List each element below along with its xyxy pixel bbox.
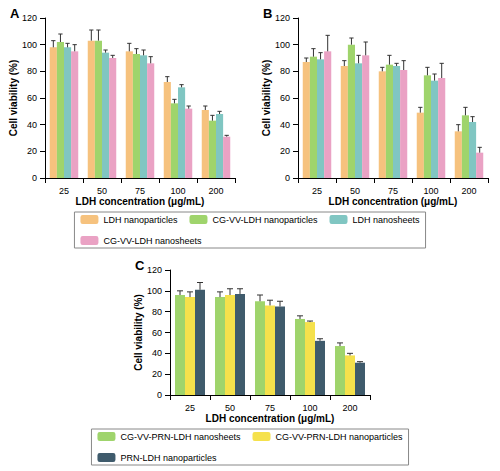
svg-text:100: 100: [170, 186, 185, 196]
svg-text:80: 80: [27, 66, 37, 76]
svg-text:PRN-LDH nanoparticles: PRN-LDH nanoparticles: [120, 453, 217, 463]
svg-text:100: 100: [423, 186, 438, 196]
svg-text:60: 60: [280, 93, 290, 103]
svg-text:CG-VV-LDH nanosheets: CG-VV-LDH nanosheets: [103, 236, 202, 246]
svg-text:100: 100: [275, 40, 290, 50]
svg-text:200: 200: [208, 186, 223, 196]
svg-text:25: 25: [312, 186, 322, 196]
svg-text:200: 200: [342, 403, 357, 413]
svg-text:20: 20: [27, 146, 37, 156]
svg-text:80: 80: [152, 307, 162, 317]
svg-text:LDH nanoparticles: LDH nanoparticles: [103, 215, 178, 225]
svg-text:20: 20: [280, 146, 290, 156]
svg-text:75: 75: [388, 186, 398, 196]
svg-text:200: 200: [461, 186, 476, 196]
svg-text:CG-VV-LDH nanoparticles: CG-VV-LDH nanoparticles: [212, 215, 318, 225]
svg-text:0: 0: [157, 390, 162, 400]
svg-text:120: 120: [22, 13, 37, 23]
svg-text:CG-VV-PRN-LDH nanosheets: CG-VV-PRN-LDH nanosheets: [120, 432, 241, 442]
svg-text:Cell viability (%): Cell viability (%): [261, 60, 272, 137]
svg-text:120: 120: [275, 13, 290, 23]
svg-text:0: 0: [285, 173, 290, 183]
svg-text:60: 60: [152, 328, 162, 338]
svg-text:50: 50: [225, 403, 235, 413]
svg-text:100: 100: [302, 403, 317, 413]
svg-text:100: 100: [22, 40, 37, 50]
svg-text:Cell viability (%): Cell viability (%): [133, 294, 144, 371]
svg-text:Cell viability (%): Cell viability (%): [8, 60, 19, 137]
svg-text:LDH nanosheets: LDH nanosheets: [353, 215, 421, 225]
svg-text:80: 80: [280, 66, 290, 76]
svg-text:25: 25: [185, 403, 195, 413]
svg-text:0: 0: [32, 173, 37, 183]
svg-text:LDH concentration (μg/mL): LDH concentration (μg/mL): [76, 196, 205, 207]
svg-text:20: 20: [152, 369, 162, 379]
svg-text:50: 50: [350, 186, 360, 196]
svg-text:100: 100: [147, 286, 162, 296]
svg-text:B: B: [263, 6, 272, 21]
svg-text:25: 25: [59, 186, 69, 196]
svg-text:LDH concentration (μg/mL): LDH concentration (μg/mL): [329, 196, 458, 207]
svg-text:C: C: [135, 258, 145, 273]
svg-text:75: 75: [265, 403, 275, 413]
svg-text:60: 60: [27, 93, 37, 103]
svg-text:CG-VV-PRN-LDH nanoparticles: CG-VV-PRN-LDH nanoparticles: [276, 432, 404, 442]
svg-text:40: 40: [280, 120, 290, 130]
svg-text:A: A: [10, 6, 20, 21]
svg-text:75: 75: [135, 186, 145, 196]
svg-text:40: 40: [27, 120, 37, 130]
svg-text:50: 50: [97, 186, 107, 196]
svg-text:LDH concentration (μg/mL): LDH concentration (μg/mL): [206, 413, 335, 424]
svg-text:120: 120: [147, 265, 162, 275]
svg-text:40: 40: [152, 348, 162, 358]
